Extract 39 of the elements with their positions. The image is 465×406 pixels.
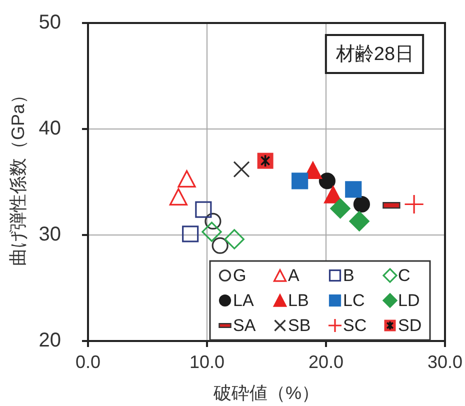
x-tick-label: 30.0 xyxy=(427,352,463,372)
y-tick-label: 40 xyxy=(38,117,61,140)
legend-label: LA xyxy=(233,290,254,310)
annotation: 材齢28日 xyxy=(334,44,414,66)
point xyxy=(318,172,336,190)
y-tick-label: 20 xyxy=(38,329,61,352)
legend-label: SA xyxy=(233,316,256,335)
annotation-box: 材齢28日 xyxy=(324,34,424,74)
legend-label: SC xyxy=(343,316,367,335)
legend-label: G xyxy=(233,266,246,285)
x-tick-label: 10.0 xyxy=(189,352,225,372)
legend-label: LC xyxy=(343,290,365,310)
point xyxy=(182,226,199,242)
point xyxy=(202,222,222,242)
x-tick-label: 20.0 xyxy=(308,352,344,372)
y-tick-label: 30 xyxy=(38,223,61,246)
legend-label: SD xyxy=(398,316,422,335)
point xyxy=(345,181,362,198)
legend-label: B xyxy=(343,266,354,285)
point xyxy=(224,229,244,250)
point xyxy=(349,211,370,232)
legend-label: SB xyxy=(288,316,311,335)
point xyxy=(169,188,188,206)
point xyxy=(324,186,342,204)
point xyxy=(292,172,308,190)
point xyxy=(204,212,222,230)
x-axis-title: 破砕値（%） xyxy=(212,382,320,403)
legend-label: LD xyxy=(398,290,420,310)
point xyxy=(178,170,196,188)
point xyxy=(195,201,212,218)
point xyxy=(212,237,228,254)
y-tick-label: 50 xyxy=(38,11,61,34)
y-axis-title: 曲げ弾性係数（GPa） xyxy=(8,86,28,266)
legend-label: LB xyxy=(288,290,309,310)
legend-label: A xyxy=(288,266,300,285)
point xyxy=(353,196,370,213)
legend-label: C xyxy=(398,266,410,285)
x-tick-label: 0.0 xyxy=(75,352,101,372)
point xyxy=(330,198,350,219)
